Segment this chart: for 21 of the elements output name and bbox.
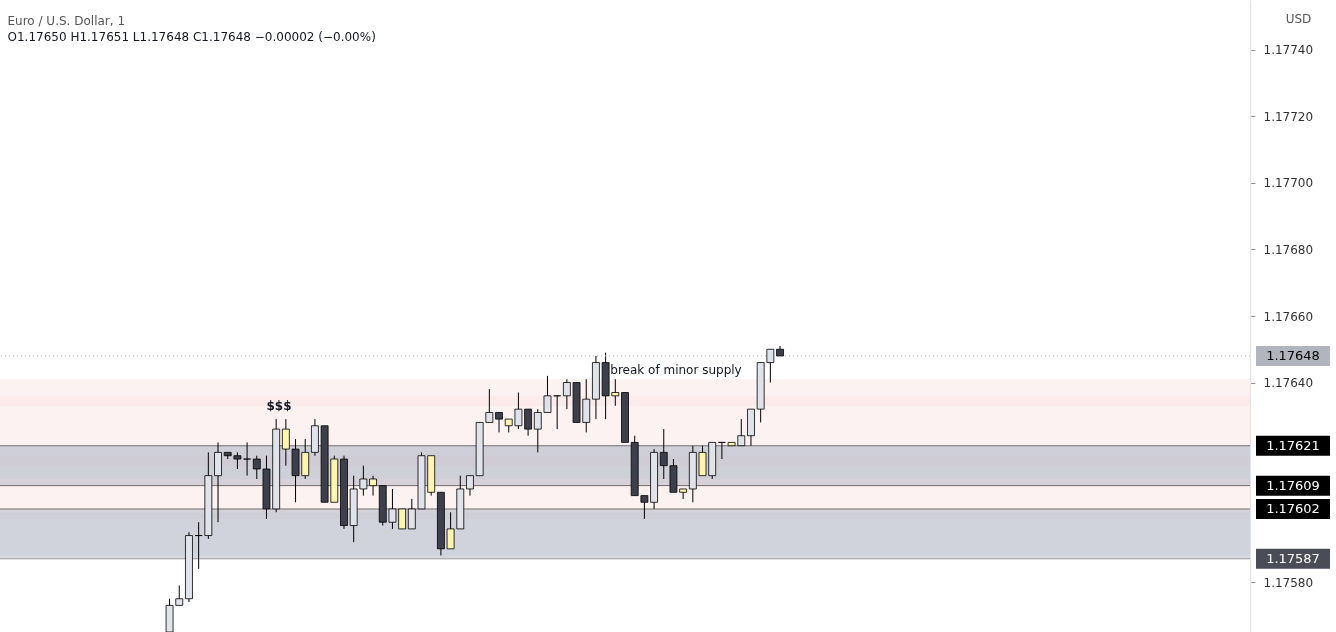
annotation: $$$ [266, 398, 292, 413]
y-tick-label: 1.17740 [1263, 43, 1314, 58]
candlestick [214, 441, 222, 523]
candlestick [466, 475, 474, 497]
y-tick-label: 1.17660 [1263, 309, 1314, 324]
text: Euro / U.S. Dollar, 1 [7, 14, 126, 28]
ref-line-label: 1.17587 [1266, 550, 1320, 566]
y-axis-title: USD [1285, 11, 1312, 26]
y-tick-label: 1.17580 [1263, 575, 1314, 590]
ref-line-label: 1.17609 [1266, 477, 1320, 493]
ref-line-label: 1.17621 [1266, 437, 1320, 453]
y-tick-label: 1.17680 [1263, 242, 1314, 257]
candlestick [495, 411, 503, 433]
ref-line-label: 1.17602 [1266, 500, 1320, 516]
y-tick-label: 1.17720 [1263, 109, 1314, 124]
ref-line-label: 1.17648 [1266, 347, 1320, 363]
annotation: break of minor supply [610, 363, 742, 377]
text: O1.17650 H1.17651 L1.17648 C1.17648 −0.00002 (−0.00%) [7, 30, 376, 44]
candlestick [243, 441, 251, 477]
y-tick-label: 1.17700 [1263, 176, 1314, 191]
y-tick-label: 1.17640 [1263, 376, 1314, 391]
